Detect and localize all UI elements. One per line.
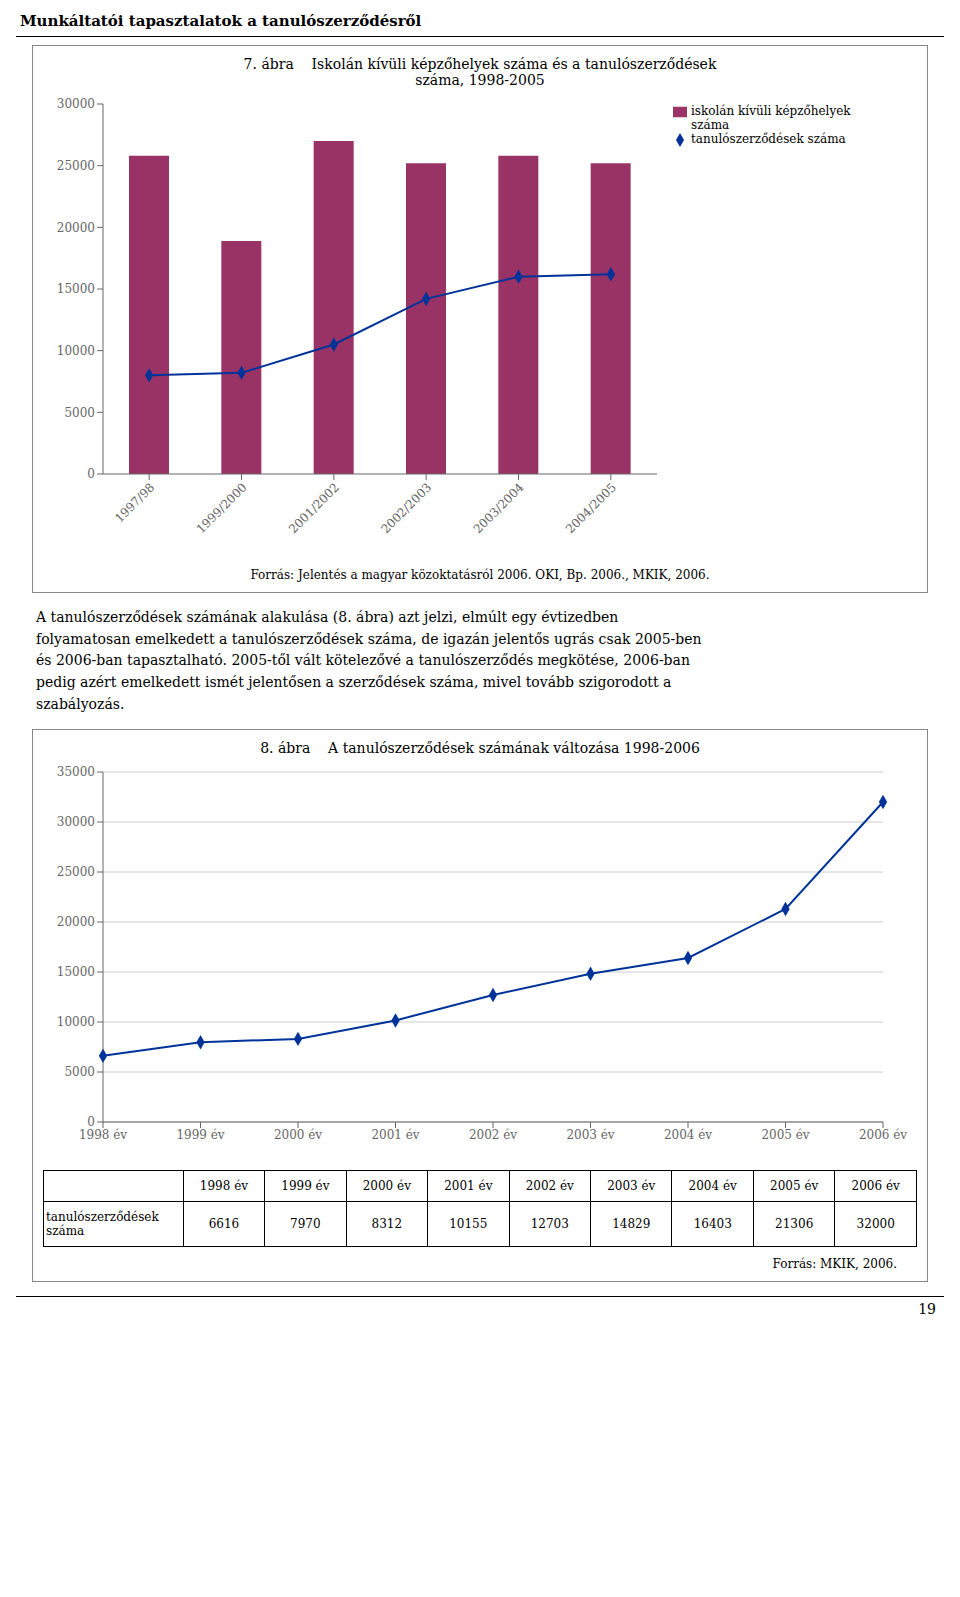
svg-text:0: 0	[87, 467, 95, 481]
html-text:Forrás: Jelentés a magyar közo: Forrás: Jelentés a magyar közoktatásról …	[250, 568, 710, 582]
svg-text:2003/2004: 2003/2004	[471, 480, 527, 536]
svg-text:2004/2005: 2004/2005	[563, 480, 619, 536]
svg-text:2002 év: 2002 év	[469, 1128, 517, 1142]
svg-text:1999/2000: 1999/2000	[194, 480, 250, 536]
svg-text:30000: 30000	[57, 816, 95, 830]
svg-text:10000: 10000	[57, 1016, 95, 1030]
svg-text:5000: 5000	[64, 1066, 95, 1080]
svg-text:2001 év: 2001 év	[371, 1128, 419, 1142]
svg-text:15000: 15000	[57, 966, 95, 980]
svg-text:2002/2003: 2002/2003	[378, 480, 434, 536]
svg-text:2000 év: 2000 év	[274, 1128, 322, 1142]
svg-text:2005 év: 2005 év	[761, 1128, 809, 1142]
html-text:Munkáltatói tapasztalatok a ta: Munkáltatói tapasztalatok a tanulószerző…	[20, 12, 422, 30]
html-text:2000 év: 2000 év	[362, 1179, 411, 1194]
svg-text:35000: 35000	[57, 766, 95, 780]
svg-text:2003 év: 2003 év	[566, 1128, 614, 1142]
html-text:7. ábra Iskolán kívüli képzőhe: 7. ábra Iskolán kívüli képzőhelyek száma…	[243, 56, 717, 88]
html-text:2002 év: 2002 év	[525, 1179, 574, 1194]
svg-text:10000: 10000	[57, 344, 95, 358]
html-text:2001 év: 2001 év	[444, 1179, 493, 1194]
html-text:2003 év: 2003 év	[607, 1179, 656, 1194]
html-text:7970: 7970	[290, 1217, 321, 1232]
html-text:12703: 12703	[530, 1217, 569, 1232]
html-text:iskolán kívüli képzőhelyek szá: iskolán kívüli képzőhelyek száma	[691, 104, 851, 132]
html-text:6616: 6616	[208, 1217, 240, 1232]
svg-text:2001/2002: 2001/2002	[286, 480, 342, 536]
html-text:A tanulószerződések számának a: A tanulószerződések számának alakulása (…	[36, 609, 702, 712]
svg-text:20000: 20000	[57, 221, 95, 235]
html-text:19: 19	[918, 1301, 936, 1318]
svg-text:2006 év: 2006 év	[859, 1128, 907, 1142]
html-text:8312: 8312	[371, 1217, 403, 1232]
html-text:32000: 32000	[856, 1217, 895, 1232]
html-text:tanulószerződések száma: tanulószerződések száma	[691, 132, 846, 146]
html-text:14829: 14829	[612, 1217, 651, 1232]
html-text:2005 év: 2005 év	[770, 1179, 819, 1194]
html-text:Forrás: MKIK, 2006.: Forrás: MKIK, 2006.	[772, 1257, 897, 1272]
svg-text:25000: 25000	[57, 866, 95, 880]
svg-text:25000: 25000	[57, 159, 95, 173]
svg-text:2004 év: 2004 év	[664, 1128, 712, 1142]
svg-text:5000: 5000	[64, 406, 95, 420]
svg-text:0: 0	[87, 1116, 95, 1130]
html-text:10155: 10155	[449, 1217, 488, 1232]
html-text:21306: 21306	[775, 1217, 814, 1232]
svg-text:1997/98: 1997/98	[112, 480, 157, 525]
svg-text:20000: 20000	[57, 916, 95, 930]
svg-text:1999 év: 1999 év	[176, 1128, 224, 1142]
svg-text:30000: 30000	[57, 97, 95, 111]
html-text:2006 év: 2006 év	[851, 1179, 900, 1194]
html-text:8. ábra A tanulószerződések sz: 8. ábra A tanulószerződések számának vál…	[260, 740, 700, 757]
svg-text:15000: 15000	[57, 282, 95, 296]
html-text:1998 év: 1998 év	[199, 1179, 248, 1194]
html-text:16403: 16403	[693, 1217, 732, 1232]
html-text:1999 év: 1999 év	[281, 1179, 330, 1194]
html-text:2004 év: 2004 év	[688, 1179, 737, 1194]
html-text:tanulószerződések száma: tanulószerződések száma	[46, 1210, 159, 1239]
svg-text:1998 év: 1998 év	[79, 1128, 127, 1142]
